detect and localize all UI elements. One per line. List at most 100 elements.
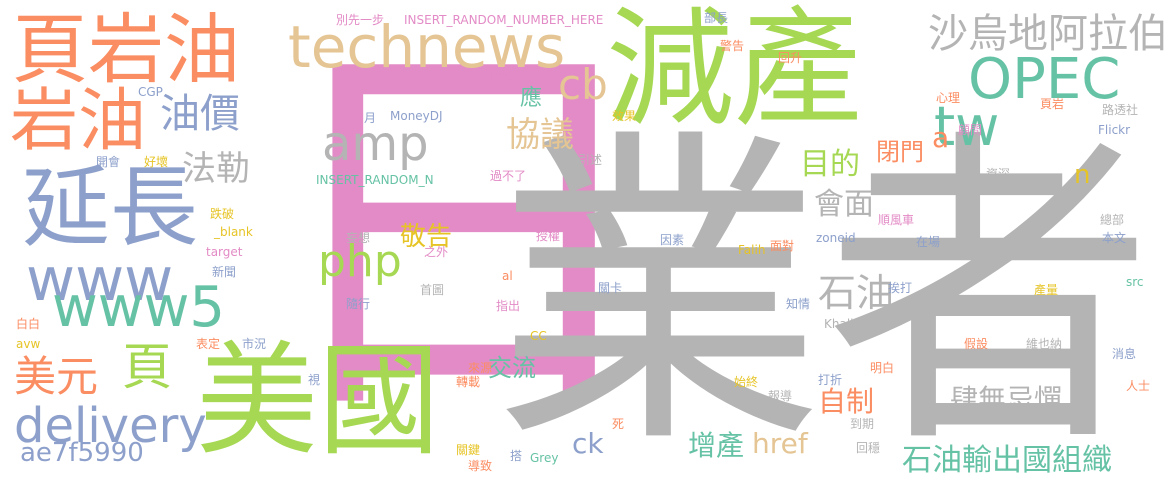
cloud-word: 警告 [720,39,745,53]
cloud-word: 頁 [122,338,172,396]
cloud-word: 挨打 [888,281,913,295]
cloud-word: 關卡 [598,281,623,295]
cloud-word: href [752,427,808,460]
cloud-word: 妄想 [346,231,371,245]
cloud-word: _blank [214,225,253,239]
cloud-word: 路透社 [1102,103,1139,117]
cloud-word: 油價 [160,91,240,137]
cloud-word: avw [16,337,41,351]
cloud-word: 法勒 [182,149,250,189]
cloud-word: 到期 [850,417,875,431]
cloud-word: 表定 [196,337,221,351]
cloud-word: tw [934,95,1000,158]
cloud-word: 導致 [468,459,493,473]
cloud-word: 假設 [964,337,989,351]
cloud-word: 效果 [612,109,637,123]
cloud-word: 回穩 [856,441,881,455]
cloud-word: 資深 [986,167,1011,181]
cloud-word: img [490,69,513,83]
cloud-word: Khalid [824,317,862,331]
cloud-word: 本文 [1102,231,1127,245]
cloud-word: 引述 [578,153,603,167]
cloud-word: 延長 [22,156,199,259]
cloud-word: CGP [138,85,163,99]
cloud-word: 協議 [506,115,574,155]
cloud-word: 搭 [510,449,523,463]
cloud-word: 增產 [688,429,745,462]
cloud-word: INSERT_RANDOM_NUMBER_HERE [404,13,604,27]
cloud-word: 回升 [778,51,803,65]
cloud-word: cb [558,60,608,109]
cloud-word: 部長 [704,11,729,25]
cloud-word: MoneyDJ [390,109,443,123]
cloud-word: 敬告 [400,222,453,252]
cloud-word: 頁岩油 [12,5,240,94]
cloud-word: 美國 [196,330,440,472]
cloud-word: technews [288,13,566,81]
cloud-word: 頁岩 [1040,97,1065,111]
cloud-word: 自制 [818,385,875,418]
cloud-word: OPEC [968,47,1121,112]
cloud-word: 美元 [14,352,99,401]
cloud-word: 石油 [818,271,895,315]
cloud-word: Flickr [1098,123,1131,137]
cloud-word: 視 [308,373,321,387]
cloud-word: 之外 [424,245,449,259]
cloud-word: 沙烏地阿拉伯 [928,11,1168,57]
cloud-word: 肆無忌憚 [950,383,1063,416]
cloud-word: www [26,245,174,315]
cloud-word: 好壞 [144,155,169,169]
cloud-word: CC [530,329,547,343]
cloud-word: Grey [530,451,559,465]
cloud-word: 市況 [242,337,267,351]
cloud-word: 會面 [814,187,874,222]
cloud-word: 知情 [786,297,811,311]
cloud-word: 應 [520,86,543,111]
cloud-word: 因素 [660,233,685,247]
cloud-word: delivery [14,398,207,454]
cloud-word: 明白 [870,361,895,375]
cloud-word: 產量 [1034,283,1059,297]
cloud-word: php [318,236,402,287]
cloud-word: 轉載 [456,375,481,389]
cloud-word: 白白 [16,317,41,331]
cloud-word: 始終 [734,375,759,389]
cloud-word: target [206,245,243,259]
cloud-word: 首圖 [420,283,445,297]
cloud-word: 過不了 [490,169,527,183]
cloud-word: 在場 [916,235,941,249]
cloud-word: 月 [364,111,377,125]
cloud-word: 別先一步 [336,13,385,27]
cloud-word: 關鍵 [456,443,481,457]
cloud-word: 交流 [488,354,536,382]
cloud-word: 維也納 [1026,337,1063,351]
cloud-word: 指出 [496,299,521,313]
cloud-word: 順風車 [878,213,915,227]
cloud-word: n [1074,160,1091,190]
cloud-word: 新聞 [212,265,237,279]
cloud-word: 目的 [800,147,860,182]
cloud-word: zoneid [816,231,856,245]
cloud-word: 死 [612,417,625,431]
cloud-word: ae7f5990 [20,438,144,468]
cloud-word: 跌破 [210,207,235,221]
cloud-word: 岩油 [10,82,147,161]
cloud-word: 消息 [1112,347,1137,361]
cloud-word: 油 [1070,343,1083,357]
cloud-word: 石油輸出國組織 [902,443,1112,478]
cloud-word: amp [322,116,429,172]
cloud-word: 總部 [1100,213,1125,227]
cloud-word: 減產 [606,0,863,144]
cloud-word: 報導 [768,389,793,403]
cloud-word: a [932,121,950,154]
cloud-word: 來源 [468,361,493,375]
cloud-word: 閉門 [876,138,924,166]
cloud-word: Falih [738,243,766,257]
cloud-word: 業者 [494,103,1154,482]
cloud-word: INSERT_RANDOM_N [316,173,434,187]
cloud-word: 顧問 [958,123,983,137]
cloud-word: 授權 [536,229,561,243]
cloud-word: 開會 [96,155,121,169]
cloud-word: src [1126,275,1144,289]
